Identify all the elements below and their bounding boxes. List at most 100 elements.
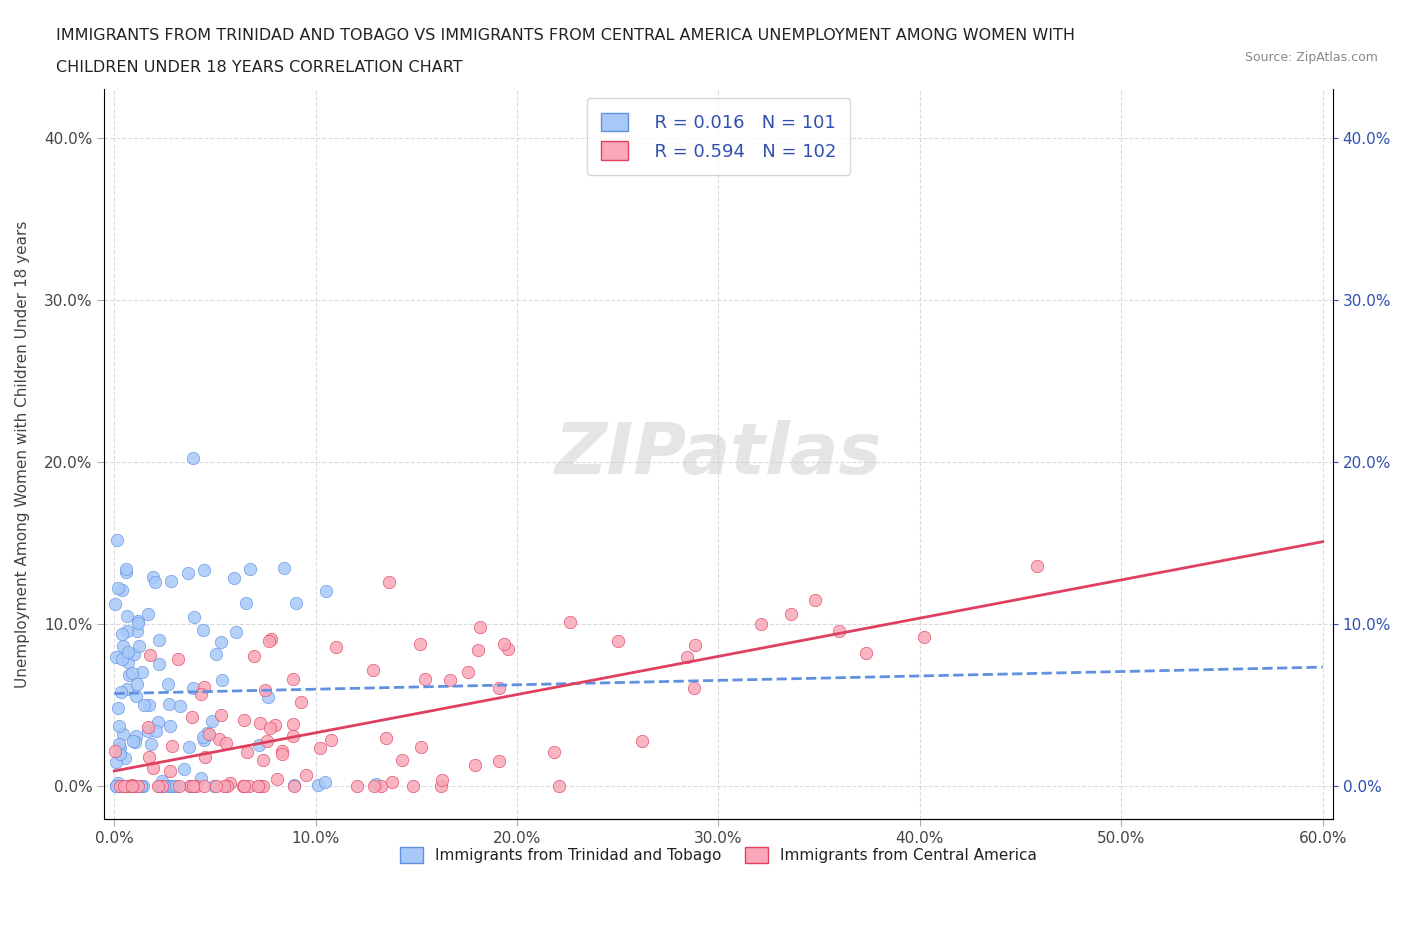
Point (138, 698, 160, 712)
Point (252, 752, 274, 767)
Point (205, 779, 228, 794)
Point (249, 715, 271, 730)
Point (855, 645, 877, 660)
Point (283, 779, 305, 794)
Text: CHILDREN UNDER 18 YEARS CORRELATION CHART: CHILDREN UNDER 18 YEARS CORRELATION CHAR… (56, 60, 463, 75)
Point (253, 683, 276, 698)
Point (194, 750, 217, 764)
Point (464, 758, 486, 773)
Point (107, 776, 129, 790)
Point (560, 615, 582, 630)
Point (110, 684, 132, 699)
Point (209, 634, 232, 649)
Point (232, 712, 254, 727)
Point (186, 779, 208, 794)
Point (107, 700, 129, 715)
Point (139, 647, 162, 662)
Point (127, 613, 149, 628)
Point (159, 764, 181, 778)
Point (283, 671, 305, 686)
Text: Source: ZipAtlas.com: Source: ZipAtlas.com (1244, 51, 1378, 64)
Point (160, 574, 183, 589)
Point (468, 619, 491, 634)
Point (115, 623, 138, 638)
Point (131, 665, 153, 680)
Point (127, 616, 149, 631)
Point (209, 707, 232, 722)
Point (138, 724, 160, 738)
Point (104, 743, 127, 758)
Point (211, 672, 233, 687)
Point (366, 777, 388, 791)
Point (381, 775, 404, 790)
Point (115, 682, 138, 697)
Point (281, 728, 304, 743)
Point (121, 777, 143, 792)
Point (215, 779, 238, 794)
Point (104, 597, 127, 612)
Point (118, 668, 141, 683)
Point (457, 665, 479, 680)
Point (193, 729, 215, 744)
Point (238, 779, 260, 794)
Point (115, 565, 138, 579)
Point (439, 673, 461, 688)
Point (378, 575, 401, 590)
Point (314, 775, 336, 790)
Point (198, 726, 221, 741)
Point (290, 695, 312, 710)
Point (125, 676, 148, 691)
Point (121, 779, 143, 794)
Point (307, 777, 329, 792)
Point (346, 779, 368, 794)
Point (162, 779, 184, 794)
Point (285, 595, 308, 610)
Text: ZIPatlas: ZIPatlas (555, 419, 882, 488)
Point (105, 754, 128, 769)
Point (121, 665, 143, 680)
Point (363, 779, 385, 794)
Point (402, 779, 425, 794)
Point (112, 638, 135, 653)
Point (683, 681, 706, 696)
Point (260, 631, 283, 646)
Point (148, 657, 170, 671)
Point (111, 627, 134, 642)
Point (239, 562, 262, 577)
Point (190, 686, 212, 701)
Point (295, 768, 318, 783)
Point (179, 779, 201, 794)
Point (148, 779, 170, 794)
Point (177, 565, 200, 580)
Point (122, 734, 145, 749)
Point (257, 689, 280, 704)
Point (181, 779, 204, 794)
Point (112, 779, 135, 794)
Point (273, 560, 295, 575)
Point (111, 582, 134, 597)
Point (548, 779, 571, 794)
Point (246, 779, 269, 794)
Point (413, 671, 436, 686)
Point (430, 772, 453, 787)
Point (202, 778, 225, 793)
Point (162, 739, 184, 754)
Point (153, 779, 176, 794)
Point (232, 779, 254, 794)
Point (488, 681, 510, 696)
Point (181, 681, 204, 696)
Point (122, 646, 145, 661)
Point (117, 655, 139, 670)
Point (125, 688, 148, 703)
Point (173, 762, 195, 777)
Point (169, 698, 191, 713)
Point (181, 451, 204, 466)
Point (124, 779, 146, 794)
Point (136, 720, 159, 735)
Point (912, 630, 935, 644)
Point (148, 632, 170, 647)
Point (105, 533, 128, 548)
Y-axis label: Unemployment Among Women with Children Under 18 years: Unemployment Among Women with Children U… (15, 220, 30, 688)
Point (232, 779, 254, 794)
Point (361, 662, 384, 677)
